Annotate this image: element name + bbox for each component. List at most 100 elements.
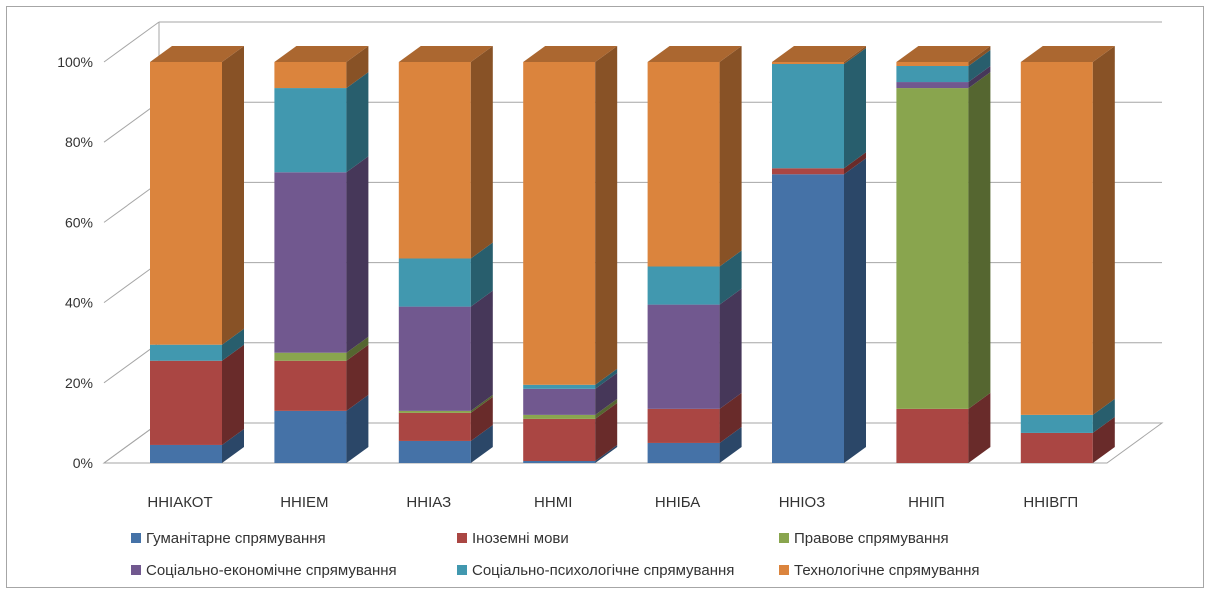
bar-side (470, 242, 493, 307)
x-category-label: ННІВГП (1023, 494, 1078, 511)
bar-side (346, 336, 369, 361)
bar-segment (896, 66, 991, 89)
bar-front (896, 408, 969, 463)
bar-front (1020, 62, 1093, 415)
bar-stack (1020, 46, 1115, 463)
bar-side (968, 72, 991, 409)
bar-front (274, 88, 347, 173)
legend-label: Соціально-економічне спрямування (146, 562, 397, 579)
gridlines (103, 21, 1162, 384)
bar-segment (896, 46, 991, 67)
y-axis: 0% 20% 40% 60% 80% 100% (57, 54, 93, 471)
bar-side (719, 392, 742, 443)
bar-front (647, 62, 720, 267)
bar-top (523, 46, 618, 62)
bar-side (595, 402, 618, 461)
floor (102, 422, 1164, 464)
chart-frame: 0% 20% 40% 60% 80% 100% ННІАКОТ ННІЕМ ННІАЗ ННМІ… (6, 6, 1204, 588)
bar-segment (1020, 398, 1115, 433)
bar-segment (150, 428, 244, 463)
bar-segment (896, 392, 991, 463)
bar-front (523, 388, 596, 415)
bar-front (772, 64, 844, 169)
bar-segment (274, 46, 369, 89)
stacked-bar-chart: 0% 20% 40% 60% 80% 100% ННІАКОТ ННІЕМ ННІАЗ ННМІ… (57, 21, 1164, 579)
bar-segment (274, 344, 369, 411)
gridline-side (103, 21, 160, 63)
bar-stack (772, 46, 866, 463)
legend-swatch (779, 533, 789, 543)
bar-side (346, 72, 369, 173)
bar-segment (523, 398, 618, 419)
legend-label: Гуманітарне спрямування (146, 530, 326, 547)
bar-front (523, 414, 596, 419)
bar-stack (523, 46, 618, 463)
bar-front (274, 172, 347, 353)
bar-segment (647, 392, 742, 443)
bar-stack (150, 46, 244, 463)
bar-segment (772, 46, 866, 65)
bar-segment (398, 242, 493, 307)
x-axis: ННІАКОТ ННІЕМ ННІАЗ ННМІ ННІБА ННІОЗ ННІП ННІВГ… (147, 494, 1078, 511)
bar-side (222, 46, 244, 345)
bar-segment (1020, 46, 1115, 415)
bar-side (346, 344, 369, 411)
bar-front (896, 82, 969, 89)
legend-item: Технологічне спрямування (779, 562, 980, 579)
bar-segment (647, 250, 742, 305)
y-tick-label: 60% (65, 214, 93, 230)
bar-side (844, 48, 866, 169)
bar-front (398, 306, 471, 411)
bar-side (844, 158, 866, 463)
bar-side (222, 344, 244, 445)
bar-side (968, 46, 991, 67)
legend-item: Правове спрямування (779, 530, 949, 547)
bar-segment (398, 394, 493, 413)
legend-swatch (779, 565, 789, 575)
bar-side (222, 428, 244, 463)
bar-top (398, 46, 493, 62)
bar-side (595, 444, 618, 463)
bar-stack (274, 46, 369, 463)
bar-side (222, 328, 244, 361)
bar-front (647, 266, 720, 305)
bar-side (719, 426, 742, 463)
bar-side (719, 250, 742, 305)
bar-segment (274, 72, 369, 173)
bar-front (772, 168, 844, 175)
bar-front (1020, 432, 1093, 463)
bar-side (470, 396, 493, 441)
y-tick-label: 100% (57, 54, 93, 70)
legend-item: Соціально-психологічне спрямування (457, 562, 734, 579)
bar-segment (523, 444, 618, 463)
bar-front (523, 418, 596, 461)
legend-item: Гуманітарне спрямування (131, 530, 326, 547)
bar-segment (772, 48, 866, 169)
bar-front (398, 412, 471, 441)
bar-stack (896, 46, 991, 463)
bar-side (1092, 46, 1115, 415)
bar-front (150, 360, 222, 445)
bar-front (1020, 414, 1093, 433)
x-category-label: ННІАКОТ (147, 494, 212, 511)
gridline-side (103, 181, 160, 223)
bar-segment (398, 290, 493, 411)
chart-walls (102, 22, 1164, 464)
bar-front (150, 444, 222, 463)
bar-front (523, 460, 596, 463)
bar-segment (523, 46, 618, 385)
x-category-label: ННІАЗ (406, 494, 451, 511)
x-category-label: ННІБА (655, 494, 700, 511)
bar-front (274, 360, 347, 411)
bar-side (595, 372, 618, 415)
bar-segment (398, 424, 493, 463)
bar-top (150, 46, 244, 62)
bar-side (346, 394, 369, 463)
gridline-side (103, 262, 160, 304)
bar-segment (523, 372, 618, 415)
bar-front (274, 352, 347, 361)
bar-segment (647, 46, 742, 267)
bar-side (844, 46, 866, 65)
bar-top (896, 46, 991, 62)
bar-side (1092, 398, 1115, 433)
